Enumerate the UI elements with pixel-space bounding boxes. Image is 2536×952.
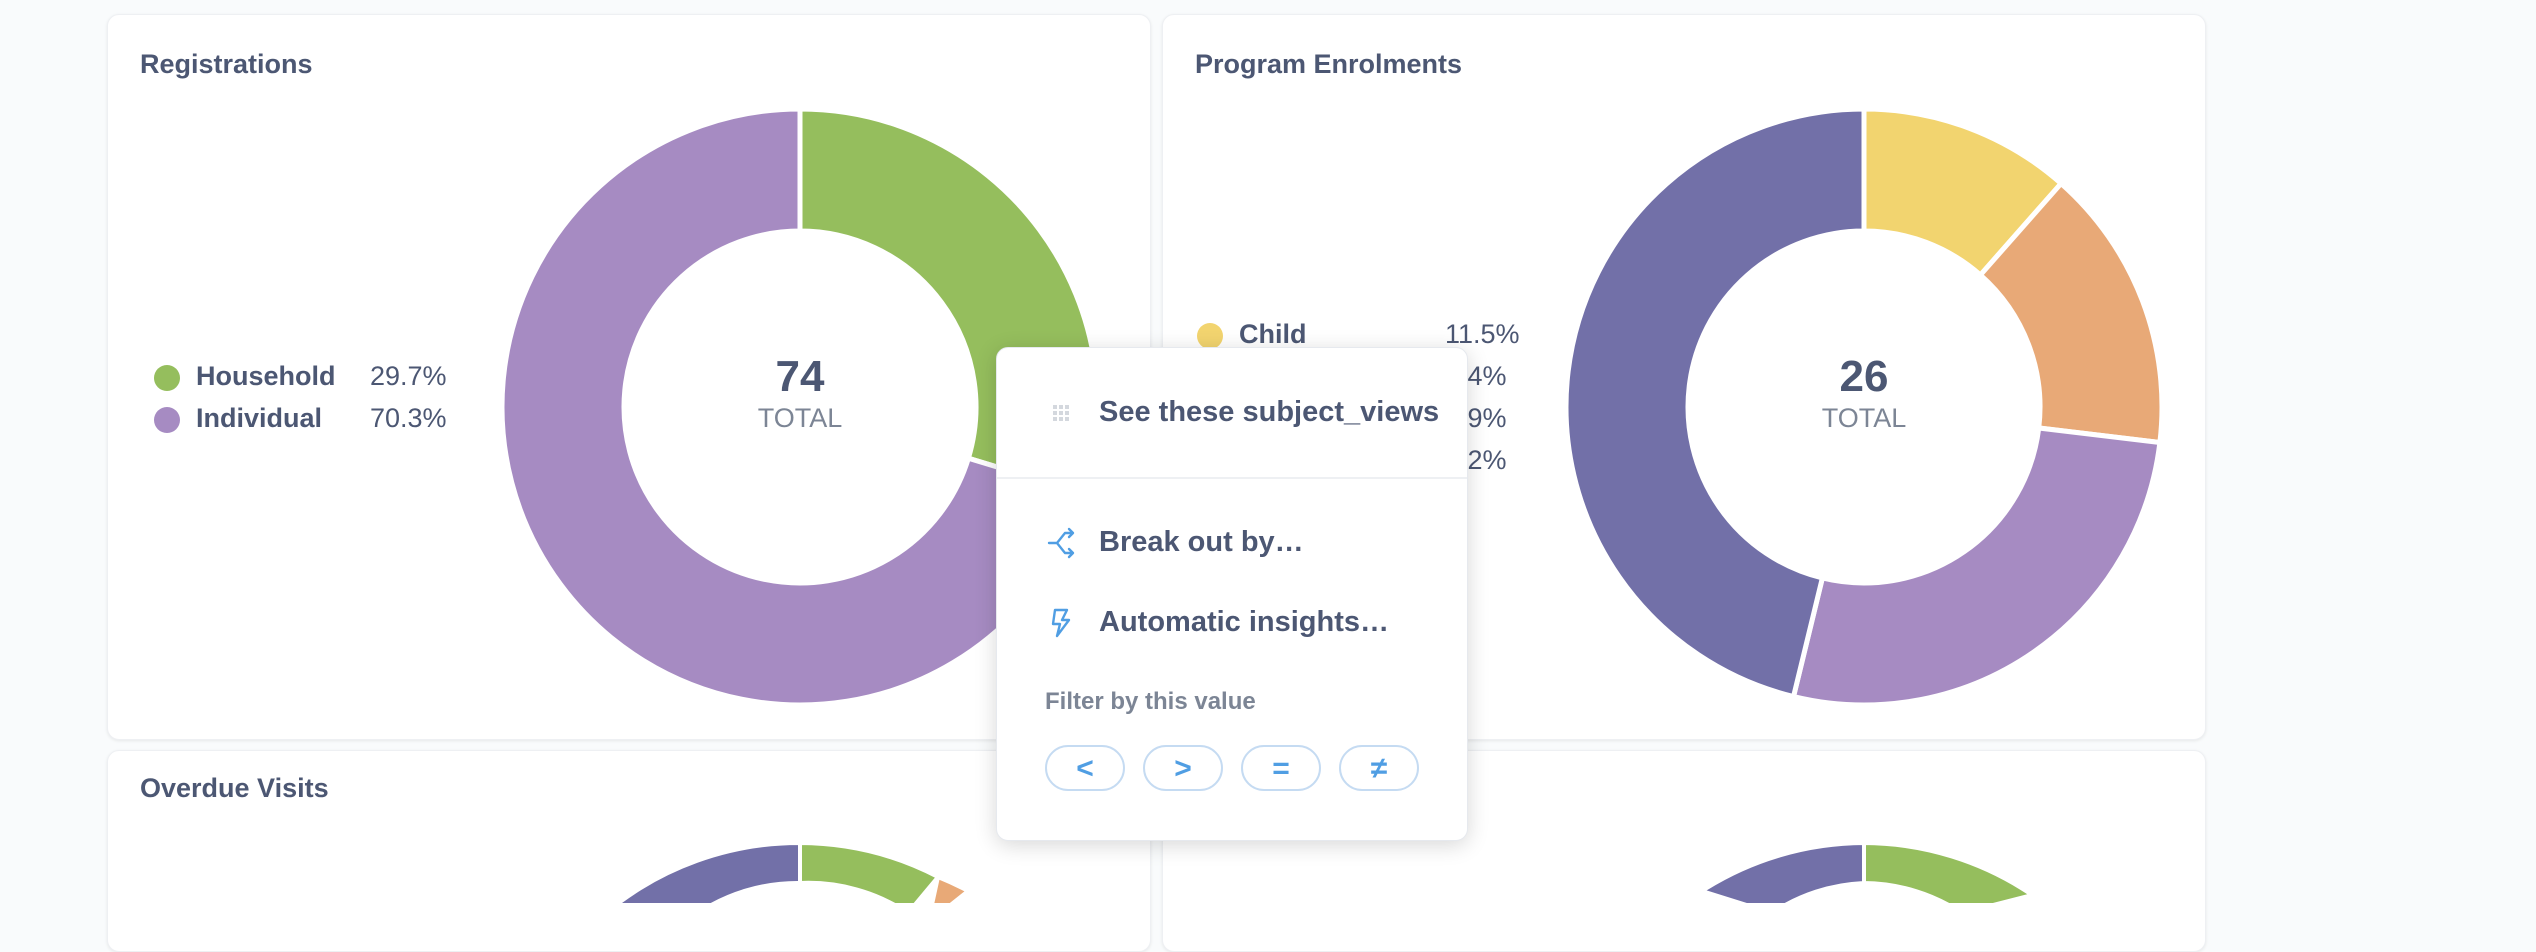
donut-slice-2[interactable]	[1790, 425, 2163, 708]
legend-item[interactable]: Individual 70.3%	[154, 399, 454, 441]
break-out-by-item[interactable]: Break out by…	[997, 513, 1467, 573]
donut-chart-card-4-partial[interactable]	[1562, 843, 2166, 903]
donut-center-program-enrolments: 26 TOTAL	[1762, 353, 1966, 435]
donut-slice-1[interactable]	[1976, 179, 2165, 446]
legend-dot-household	[154, 365, 180, 391]
legend-registrations: Household 29.7% Individual 70.3%	[154, 357, 454, 441]
legend-percent: 11.5%	[1445, 319, 1520, 349]
branch-icon	[1047, 527, 1075, 559]
donut-slice	[1697, 843, 1866, 903]
card-title-overdue-visits[interactable]: Overdue Visits	[140, 773, 329, 803]
legend-dot-individual	[154, 407, 180, 433]
chart-action-popover: See these subject_views Break out by… Au…	[996, 347, 1468, 841]
see-subject-views-item[interactable]: See these subject_views	[997, 383, 1467, 443]
donut-slice-individual[interactable]	[499, 106, 1089, 708]
donut-slice	[798, 843, 942, 903]
donut-chart-overdue-visits-partial[interactable]	[498, 843, 1102, 903]
grid-icon	[1053, 405, 1069, 421]
donut-slice-3[interactable]	[1563, 106, 1867, 700]
legend-label: Individual	[196, 403, 323, 433]
filter-not-equals-button[interactable]: ≠	[1339, 745, 1419, 791]
legend-item[interactable]: Child 11.5%	[1197, 315, 1537, 357]
break-out-by-label: Break out by…	[1099, 526, 1304, 558]
bolt-icon	[1051, 608, 1071, 638]
legend-item[interactable]: Household 29.7%	[154, 357, 454, 399]
donut-total-label: TOTAL	[1821, 403, 1907, 433]
donut-total-value: 74	[775, 352, 825, 401]
legend-percent: 29.7%	[370, 361, 447, 391]
legend-dot-child	[1197, 323, 1223, 349]
legend-percent: 70.3%	[370, 403, 447, 433]
legend-label: Child	[1239, 319, 1307, 349]
card-title-program-enrolments[interactable]: Program Enrolments	[1195, 49, 1463, 79]
legend-label: Household	[196, 361, 336, 391]
popover-divider	[997, 477, 1467, 479]
registrations-card: Registrations Household 29.7% Individual…	[107, 14, 1151, 740]
filter-greater-than-button[interactable]: >	[1143, 745, 1223, 791]
automatic-insights-label: Automatic insights…	[1099, 606, 1390, 638]
card-title-registrations[interactable]: Registrations	[140, 49, 313, 79]
donut-total-label: TOTAL	[757, 403, 843, 433]
overdue-visits-card: Overdue Visits	[107, 750, 1151, 952]
donut-slice	[615, 843, 802, 903]
donut-slice	[1862, 843, 2037, 903]
filter-less-than-button[interactable]: <	[1045, 745, 1125, 791]
donut-total-value: 26	[1839, 352, 1889, 401]
donut-center-registrations: 74 TOTAL	[698, 353, 902, 435]
donut-chart-program-enrolments[interactable]	[1562, 105, 2166, 709]
automatic-insights-item[interactable]: Automatic insights…	[997, 593, 1467, 653]
see-subject-views-label: See these subject_views	[1099, 396, 1440, 428]
filter-equals-button[interactable]: =	[1241, 745, 1321, 791]
filter-section-title: Filter by this value	[1045, 688, 1256, 715]
